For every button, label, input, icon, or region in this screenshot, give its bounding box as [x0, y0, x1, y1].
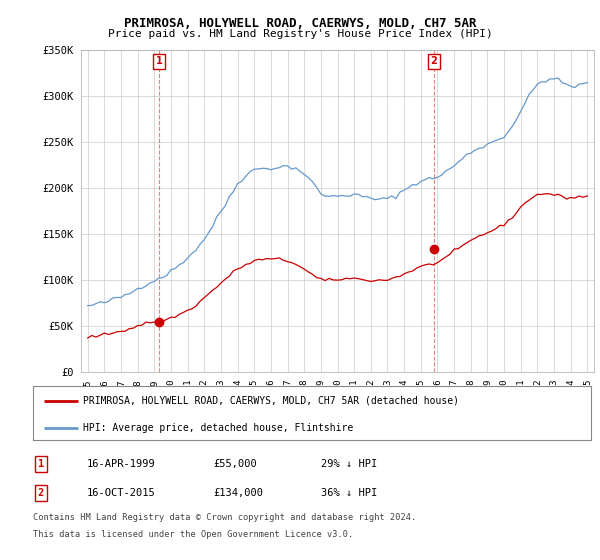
Text: 2: 2: [431, 57, 437, 67]
Text: £55,000: £55,000: [213, 459, 257, 469]
Text: 29% ↓ HPI: 29% ↓ HPI: [321, 459, 377, 469]
Text: PRIMROSA, HOLYWELL ROAD, CAERWYS, MOLD, CH7 5AR: PRIMROSA, HOLYWELL ROAD, CAERWYS, MOLD, …: [124, 17, 476, 30]
Text: 36% ↓ HPI: 36% ↓ HPI: [321, 488, 377, 498]
Text: Price paid vs. HM Land Registry's House Price Index (HPI): Price paid vs. HM Land Registry's House …: [107, 29, 493, 39]
Text: HPI: Average price, detached house, Flintshire: HPI: Average price, detached house, Flin…: [83, 423, 353, 433]
Text: 2: 2: [38, 488, 44, 498]
Text: 16-OCT-2015: 16-OCT-2015: [87, 488, 156, 498]
Text: This data is licensed under the Open Government Licence v3.0.: This data is licensed under the Open Gov…: [33, 530, 353, 539]
Text: 16-APR-1999: 16-APR-1999: [87, 459, 156, 469]
Text: £134,000: £134,000: [213, 488, 263, 498]
Text: 1: 1: [156, 57, 163, 67]
Text: PRIMROSA, HOLYWELL ROAD, CAERWYS, MOLD, CH7 5AR (detached house): PRIMROSA, HOLYWELL ROAD, CAERWYS, MOLD, …: [83, 396, 459, 406]
Text: Contains HM Land Registry data © Crown copyright and database right 2024.: Contains HM Land Registry data © Crown c…: [33, 514, 416, 522]
Text: 1: 1: [38, 459, 44, 469]
